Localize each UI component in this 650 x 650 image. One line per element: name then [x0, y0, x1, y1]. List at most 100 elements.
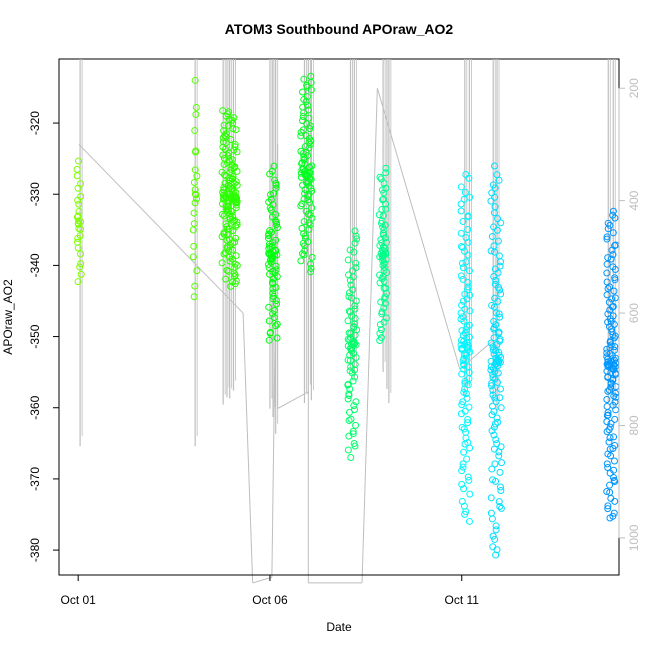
- data-point: [495, 252, 503, 260]
- data-point: [299, 150, 307, 158]
- data-point: [492, 276, 500, 284]
- data-point: [190, 209, 198, 217]
- data-point: [191, 166, 199, 174]
- data-point: [603, 278, 611, 286]
- data-point: [225, 267, 233, 275]
- data-point: [301, 234, 309, 242]
- data-point: [464, 225, 472, 233]
- data-point: [465, 476, 473, 484]
- data-point: [300, 75, 308, 83]
- data-point: [270, 307, 278, 315]
- data-point: [232, 234, 240, 242]
- data-point: [77, 270, 85, 278]
- data-point: [230, 114, 238, 122]
- data-point: [351, 305, 359, 313]
- data-point: [377, 334, 385, 342]
- data-point: [489, 402, 497, 410]
- data-point: [603, 291, 611, 299]
- data-point: [466, 193, 474, 201]
- data-point: [457, 229, 465, 237]
- data-point: [378, 205, 386, 213]
- data-point: [189, 253, 197, 261]
- data-point: [603, 233, 611, 241]
- data-point: [191, 199, 199, 207]
- data-point: [192, 195, 200, 203]
- data-point: [268, 228, 276, 236]
- data-point: [382, 314, 390, 322]
- data-point: [610, 466, 618, 474]
- y-tick-label: -370: [28, 467, 42, 491]
- data-point: [191, 186, 199, 194]
- data-point: [497, 486, 505, 494]
- data-point: [376, 279, 384, 287]
- data-point: [302, 207, 310, 215]
- data-point: [232, 252, 240, 260]
- data-point: [606, 488, 614, 496]
- data-point: [610, 473, 618, 481]
- data-point: [271, 176, 279, 184]
- data-point: [494, 237, 502, 245]
- data-point: [221, 179, 229, 187]
- data-point: [303, 93, 311, 101]
- data-point: [300, 156, 308, 164]
- data-point: [349, 286, 357, 294]
- data-point: [303, 101, 311, 109]
- data-point: [458, 423, 466, 431]
- data-point: [345, 390, 353, 398]
- data-point: [459, 275, 467, 283]
- data-point: [350, 439, 358, 447]
- data-point: [460, 485, 468, 493]
- data-point: [232, 126, 240, 134]
- data-point: [496, 394, 504, 402]
- depth-trace-segment: [361, 88, 378, 583]
- data-point: [218, 168, 226, 176]
- data-point: [344, 317, 352, 325]
- data-point: [270, 313, 278, 321]
- data-point: [226, 174, 234, 182]
- data-point: [461, 247, 469, 255]
- data-point: [222, 275, 230, 283]
- data-point: [381, 293, 389, 301]
- data-point: [226, 169, 234, 177]
- data-point: [272, 322, 280, 330]
- data-point: [603, 269, 611, 277]
- data-point: [610, 509, 618, 517]
- data-point: [350, 406, 358, 414]
- data-point: [603, 460, 611, 468]
- x-tick-label: Oct 01: [60, 593, 96, 607]
- data-point: [496, 503, 504, 511]
- data-point: [489, 343, 497, 351]
- data-point: [494, 215, 502, 223]
- data-point: [493, 414, 501, 422]
- data-point: [352, 398, 360, 406]
- data-point: [226, 257, 234, 265]
- data-point: [308, 162, 316, 170]
- data-point: [345, 329, 353, 337]
- data-point: [74, 157, 82, 165]
- right-tick-label: 1000: [627, 524, 641, 551]
- data-point: [604, 411, 612, 419]
- data-point: [605, 438, 613, 446]
- data-point: [73, 172, 81, 180]
- data-point: [344, 446, 352, 454]
- data-point: [490, 334, 498, 342]
- data-point: [489, 532, 497, 540]
- data-point: [273, 300, 281, 308]
- data-point: [75, 217, 83, 225]
- data-point: [306, 260, 314, 268]
- data-point: [378, 239, 386, 247]
- data-point: [464, 283, 472, 291]
- data-point: [344, 395, 352, 403]
- data-point: [192, 110, 200, 118]
- data-point: [305, 219, 313, 227]
- data-point: [303, 152, 311, 160]
- data-point: [307, 72, 315, 80]
- data-point: [344, 381, 352, 389]
- data-point: [611, 294, 619, 302]
- data-point: [301, 232, 309, 240]
- data-point: [267, 196, 275, 204]
- data-point: [268, 278, 276, 286]
- data-point: [347, 415, 355, 423]
- data-point: [488, 515, 496, 523]
- data-point: [464, 342, 472, 350]
